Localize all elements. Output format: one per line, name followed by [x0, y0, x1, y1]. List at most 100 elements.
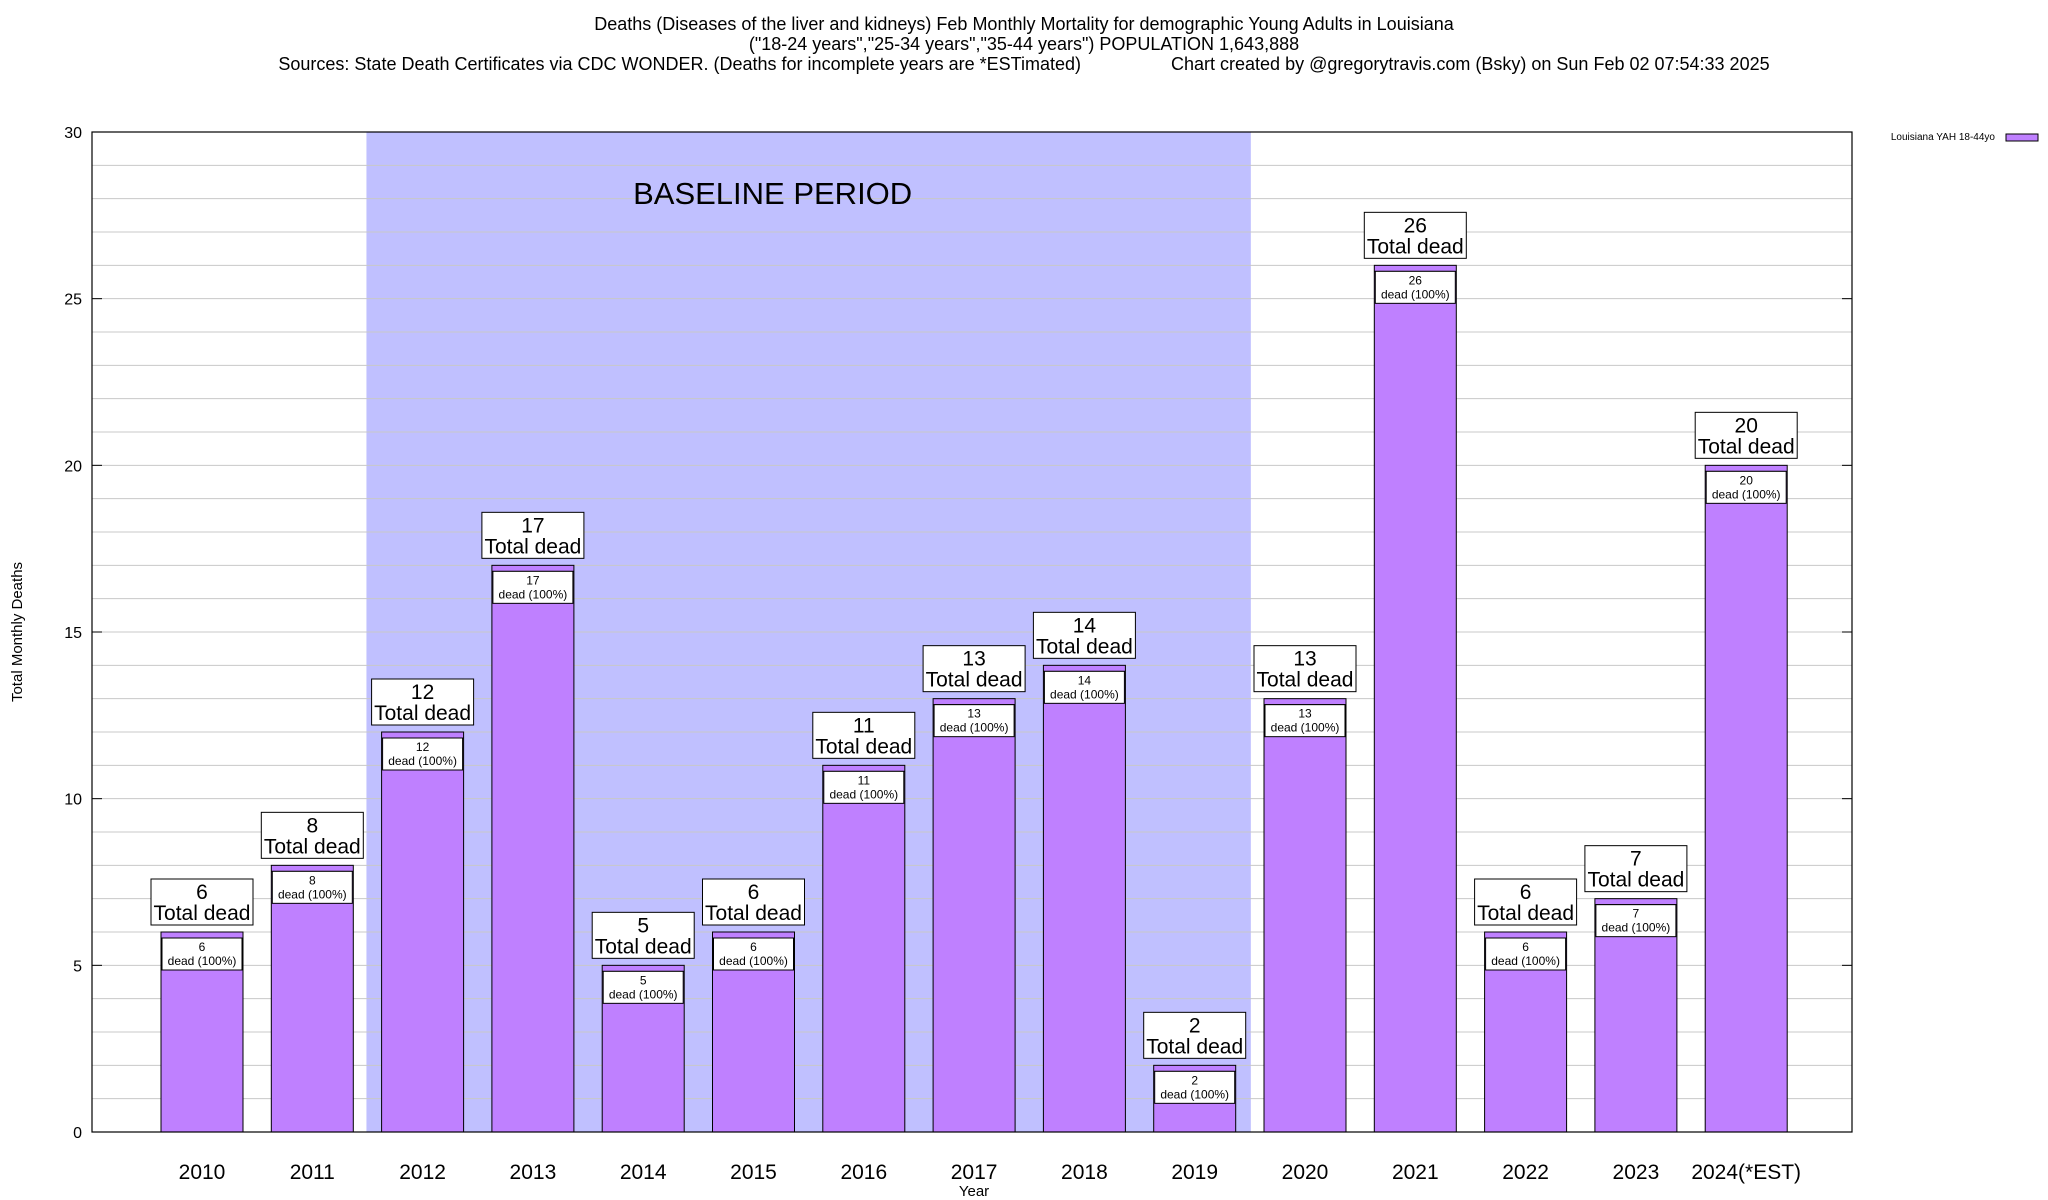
total-label-box: [150, 878, 254, 926]
total-label-box: [1363, 211, 1467, 259]
total-label-box: [1032, 611, 1136, 659]
legend-label: Louisiana YAH 18-44yo: [1891, 132, 1996, 143]
total-dead-label: Total dead: [815, 735, 912, 758]
total-value-label: 17: [521, 514, 544, 537]
inner-dead-label: dead (100%): [1381, 287, 1450, 301]
y-tick-label: 25: [64, 292, 82, 309]
inner-label-box: [161, 937, 243, 971]
inner-dead-label: dead (100%): [278, 887, 347, 901]
inner-label-box: [271, 870, 353, 904]
total-label-box: [1143, 1011, 1247, 1059]
total-label-box: [922, 645, 1026, 693]
inner-label-box: [382, 737, 464, 771]
total-value-label: 13: [1293, 648, 1316, 671]
inner-label-box: [1595, 904, 1677, 938]
inner-value-label: 6: [199, 940, 206, 954]
x-tick-label: 2017: [951, 1161, 998, 1184]
total-value-label: 11: [853, 714, 875, 737]
inner-value-label: 6: [750, 940, 757, 954]
x-tick-label: 2014: [620, 1161, 667, 1184]
inner-dead-label: dead (100%): [168, 954, 237, 968]
total-dead-label: Total dead: [484, 535, 581, 558]
inner-dead-label: dead (100%): [388, 754, 457, 768]
total-value-label: 6: [748, 881, 760, 904]
total-value-label: 6: [1520, 881, 1532, 904]
total-value-label: 6: [196, 881, 208, 904]
bar: [1263, 698, 1347, 1133]
inner-value-label: 6: [1522, 940, 1529, 954]
inner-value-label: 13: [967, 707, 981, 721]
chart-title: Deaths (Diseases of the liver and kidney…: [594, 14, 1454, 34]
bar: [491, 564, 575, 1133]
y-tick-label: 10: [64, 792, 82, 809]
baseline-label: BASELINE PERIOD: [633, 176, 912, 211]
x-tick-label: 2020: [1282, 1161, 1329, 1184]
inner-value-label: 14: [1078, 673, 1092, 687]
chart-sources: Sources: State Death Certificates via CD…: [278, 54, 1770, 74]
total-label-box: [702, 878, 805, 926]
total-value-label: 2: [1189, 1014, 1201, 1037]
x-axis-label: Year: [959, 1183, 989, 1200]
inner-label-box: [602, 970, 684, 1004]
total-dead-label: Total dead: [926, 669, 1023, 692]
inner-dead-label: dead (100%): [719, 954, 788, 968]
total-value-label: 20: [1735, 414, 1758, 437]
inner-dead-label: dead (100%): [1160, 1087, 1229, 1101]
total-value-label: 12: [411, 681, 434, 704]
total-label-box: [371, 678, 475, 726]
total-dead-label: Total dead: [154, 902, 251, 925]
bar: [932, 698, 1016, 1133]
total-value-label: 5: [637, 914, 649, 937]
total-dead-label: Total dead: [264, 835, 361, 858]
bar: [822, 764, 906, 1133]
total-label-box: [1694, 411, 1798, 459]
inner-dead-label: dead (100%): [940, 721, 1009, 735]
inner-label-box: [823, 770, 905, 804]
inner-value-label: 12: [416, 740, 430, 754]
inner-dead-label: dead (100%): [1712, 487, 1781, 501]
x-tick-label: 2021: [1392, 1161, 1439, 1184]
inner-label-box: [1374, 270, 1456, 304]
x-tick-label: 2018: [1061, 1161, 1108, 1184]
inner-label-box: [1485, 937, 1567, 971]
y-tick-label: 0: [73, 1125, 82, 1142]
total-dead-label: Total dead: [1257, 669, 1354, 692]
inner-value-label: 11: [858, 773, 871, 787]
x-tick-label: 2016: [840, 1161, 887, 1184]
total-dead-label: Total dead: [1036, 635, 1133, 658]
total-label-box: [812, 711, 916, 759]
total-dead-label: Total dead: [595, 935, 692, 958]
total-dead-label: Total dead: [1367, 235, 1464, 258]
total-label-box: [1584, 845, 1688, 893]
inner-value-label: 17: [526, 573, 540, 587]
total-label-box: [1253, 645, 1357, 693]
bar: [1704, 464, 1788, 1133]
total-dead-label: Total dead: [1587, 869, 1684, 892]
inner-value-label: 26: [1409, 273, 1423, 287]
inner-value-label: 20: [1740, 473, 1754, 487]
total-value-label: 14: [1073, 614, 1097, 637]
bar: [1042, 664, 1126, 1133]
x-tick-label: 2011: [290, 1161, 335, 1184]
inner-dead-label: dead (100%): [609, 987, 678, 1001]
x-tick-label: 2010: [179, 1161, 226, 1184]
inner-label-box: [1043, 670, 1125, 704]
inner-label-box: [1705, 470, 1787, 504]
bar: [1373, 264, 1457, 1133]
total-value-label: 7: [1630, 848, 1642, 871]
inner-label-box: [1154, 1070, 1236, 1104]
x-tick-label: 2012: [399, 1161, 446, 1184]
x-tick-label: 2015: [730, 1161, 777, 1184]
x-tick-label: 2024(*EST): [1691, 1161, 1801, 1184]
total-dead-label: Total dead: [1477, 902, 1574, 925]
total-dead-label: Total dead: [1698, 435, 1795, 458]
total-label-box: [481, 511, 585, 559]
legend-swatch: [2005, 133, 2039, 142]
y-axis-label: Total Monthly Deaths: [9, 562, 26, 702]
y-tick-label: 15: [64, 625, 82, 642]
inner-value-label: 2: [1191, 1073, 1198, 1087]
inner-dead-label: dead (100%): [1491, 954, 1560, 968]
y-tick-label: 20: [64, 458, 82, 475]
total-dead-label: Total dead: [374, 702, 471, 725]
